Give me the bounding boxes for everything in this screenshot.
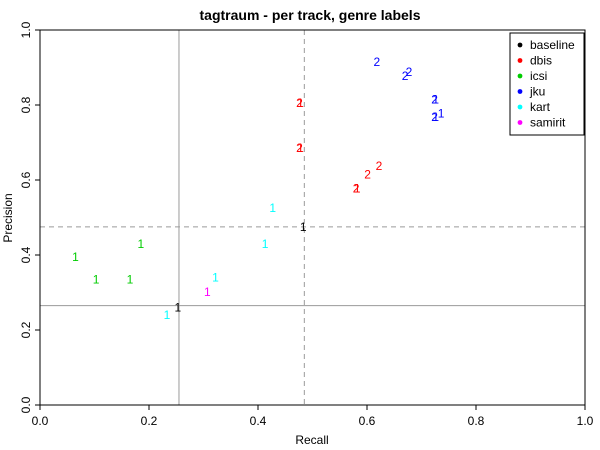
x-axis: 0.0 0.2 0.4 0.6 0.8 1.0 (32, 405, 594, 428)
legend-label-icsi: icsi (530, 69, 547, 83)
data-point-kart-0: 1 (164, 308, 171, 322)
data-point-jku-3: 2 (431, 92, 438, 106)
data-point-jku-4: 1 (432, 92, 439, 106)
chart-title: tagtraum - per track, genre labels (200, 7, 421, 23)
legend-marker-dbis (517, 58, 523, 63)
data-point-kart-2: 1 (262, 237, 269, 251)
legend-label-baseline: baseline (530, 38, 575, 52)
data-point-baseline-1: 1 (300, 220, 307, 234)
data-point-kart-3: 1 (269, 201, 276, 215)
plot-border (39, 29, 586, 406)
x-tick-label: 0.4 (250, 414, 267, 428)
legend-label-kart: kart (530, 100, 551, 114)
data-point-kart-1: 1 (212, 271, 219, 285)
data-point-samirit-0: 1 (204, 285, 211, 299)
x-tick-label: 0.8 (468, 414, 485, 428)
legend-marker-baseline (517, 42, 523, 48)
data-point-icsi-2: 1 (127, 272, 134, 286)
data-point-icsi-0: 1 (72, 250, 79, 264)
legend-label-jku: jku (529, 85, 545, 99)
data-point-dbis-1: 1 (297, 96, 304, 110)
data-point-jku-2: 2 (406, 65, 413, 79)
x-tick-label: 0.0 (32, 414, 49, 428)
x-tick-label: 1.0 (577, 414, 594, 428)
data-point-icsi-3: 1 (137, 237, 144, 251)
data-point-baseline-0: 1 (175, 301, 182, 315)
y-tick-label: 1.0 (19, 21, 33, 38)
y-tick-label: 0.0 (19, 396, 33, 413)
y-axis: 0.0 0.2 0.4 0.6 0.8 1.0 (19, 21, 40, 413)
y-tick-label: 0.8 (19, 96, 33, 113)
legend-marker-kart (517, 104, 523, 110)
legend-marker-samirit (517, 120, 523, 125)
data-point-dbis-3: 1 (297, 141, 304, 155)
y-tick-label: 0.2 (19, 321, 33, 338)
data-point-dbis-6: 2 (364, 167, 371, 181)
data-point-jku-1: 2 (402, 69, 409, 83)
x-axis-label: Recall (295, 433, 328, 447)
legend-box (509, 32, 585, 136)
legend-marker-icsi (517, 73, 523, 79)
x-tick-label: 0.6 (359, 414, 376, 428)
data-point-dbis-2: 2 (296, 141, 303, 155)
legend-marker-jku (517, 89, 523, 94)
legend-label-dbis: dbis (530, 54, 552, 68)
data-point-dbis-4: 2 (353, 181, 360, 195)
data-point-icsi-1: 1 (93, 272, 100, 286)
data-point-dbis-5: 1 (354, 181, 361, 195)
x-tick-label: 0.2 (141, 414, 158, 428)
y-tick-label: 0.6 (19, 171, 33, 188)
data-point-dbis-0: 2 (296, 96, 303, 110)
data-point-jku-5: 2 (431, 110, 438, 124)
y-tick-label: 0.4 (19, 246, 33, 263)
legend-label-samirit: samirit (530, 116, 566, 130)
data-point-dbis-7: 2 (376, 159, 383, 173)
y-axis-label: Precision (1, 193, 15, 242)
data-point-jku-7: 1 (438, 106, 445, 120)
data-point-jku-0: 2 (373, 55, 380, 69)
data-point-jku-6: 1 (432, 110, 439, 124)
